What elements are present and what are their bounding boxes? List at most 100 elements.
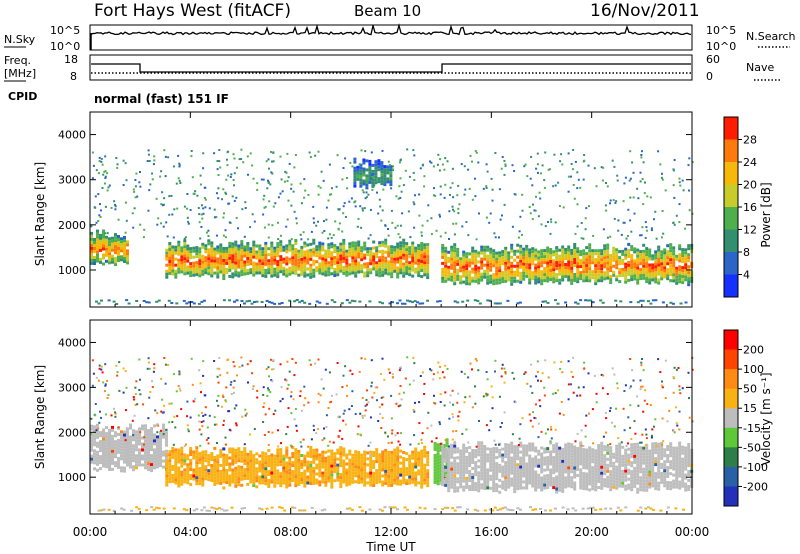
- velocity-cell: [441, 447, 445, 451]
- power-speckle: [286, 152, 289, 155]
- velocity-cell: [207, 475, 211, 479]
- velocity-cell: [561, 462, 565, 466]
- velocity-cell: [186, 472, 190, 476]
- velocity-cell: [480, 468, 484, 472]
- velocity-cell: [621, 469, 625, 473]
- power-cell: [330, 251, 334, 255]
- velocity-cell: [603, 457, 607, 461]
- velocity-cell: [561, 453, 565, 457]
- velocity-cell: [138, 442, 141, 446]
- power-speckle: [149, 183, 152, 186]
- power-speckle: [300, 238, 303, 241]
- power-cell: [359, 166, 363, 170]
- power-cell: [96, 259, 99, 263]
- velocity-cell: [540, 467, 544, 471]
- power-cell: [621, 252, 625, 256]
- velocity-cell: [264, 482, 268, 486]
- velocity-cell: [291, 446, 295, 450]
- velocity-cell: [540, 479, 544, 483]
- power-speckle: [467, 234, 470, 237]
- velocity-cell: [618, 472, 622, 476]
- power-cell: [591, 252, 595, 256]
- power-cell: [204, 268, 208, 272]
- velocity-cell: [279, 460, 283, 464]
- power-cell: [384, 259, 388, 263]
- power-cell: [453, 282, 457, 286]
- velocity-cell: [439, 448, 443, 452]
- velocity-cell: [111, 458, 114, 462]
- power-cell: [174, 251, 178, 255]
- velocity-cell: [261, 481, 265, 485]
- power-speckle: [387, 228, 389, 230]
- power-cell: [519, 265, 523, 269]
- power-speckle: [531, 218, 534, 221]
- power-cell: [99, 236, 102, 240]
- velocity-cell: [414, 477, 418, 481]
- power-cell: [627, 263, 631, 267]
- power-speckle: [576, 171, 579, 174]
- power-cell: [195, 264, 199, 268]
- power-speckle: [213, 208, 216, 211]
- power-cell: [576, 280, 580, 284]
- velocity-cell: [168, 459, 172, 463]
- power-cell: [636, 260, 640, 264]
- power-cell: [174, 272, 178, 276]
- power-cell: [573, 264, 577, 267]
- power-cell: [579, 262, 583, 266]
- power-cell: [546, 273, 550, 277]
- power-cell: [168, 245, 172, 248]
- velocity-cell: [363, 459, 367, 463]
- power-speckle: [200, 183, 202, 186]
- velocity-cell: [567, 457, 571, 461]
- velocity-cell: [354, 453, 358, 457]
- power-cell: [207, 269, 211, 273]
- power-cell: [264, 256, 268, 260]
- power-ground-cell: [493, 302, 497, 305]
- power-cell: [657, 254, 661, 258]
- power-cell: [549, 275, 553, 278]
- velocity-cell: [459, 476, 463, 480]
- power-speckle: [230, 173, 233, 176]
- velocity-cell: [231, 456, 235, 460]
- power-cell: [567, 245, 571, 249]
- power-cell: [354, 271, 358, 275]
- power-speckle: [294, 154, 297, 156]
- velocity-cell: [546, 483, 550, 487]
- power-cell: [300, 260, 304, 264]
- power-cell: [291, 265, 295, 269]
- velocity-cell: [549, 474, 553, 478]
- power-cell: [108, 237, 111, 241]
- power-cell: [510, 243, 514, 247]
- power-cell: [359, 175, 363, 179]
- velocity-cell: [363, 477, 367, 481]
- velocity-cell: [576, 456, 580, 459]
- power-cell: [555, 264, 559, 268]
- velocity-cell: [105, 435, 108, 439]
- velocity-cell: [564, 458, 568, 462]
- velocity-cell: [135, 466, 138, 470]
- velocity-cell: [516, 457, 520, 461]
- power-cell: [336, 270, 340, 274]
- power-cell: [441, 249, 445, 253]
- power-speckle: [641, 178, 644, 180]
- power-cell: [540, 276, 544, 280]
- velocity-cell: [606, 445, 610, 449]
- power-cell: [528, 260, 532, 264]
- power-cell: [198, 250, 202, 254]
- velocity-cell: [381, 474, 385, 478]
- power-cell: [356, 165, 360, 169]
- power-speckle: [617, 219, 620, 222]
- power-speckle: [449, 186, 452, 189]
- power-cell: [270, 274, 274, 278]
- power-cell: [669, 264, 673, 268]
- power-ground-cell: [478, 302, 482, 305]
- power-speckle: [642, 203, 645, 206]
- power-cell: [543, 273, 547, 277]
- velocity-cell: [393, 481, 397, 485]
- power-speckle: [292, 190, 295, 193]
- velocity-cell: [261, 451, 265, 455]
- power-ground-cell: [112, 300, 116, 303]
- power-speckle: [190, 155, 193, 158]
- power-cell: [603, 271, 607, 275]
- velocity-cell: [636, 445, 640, 449]
